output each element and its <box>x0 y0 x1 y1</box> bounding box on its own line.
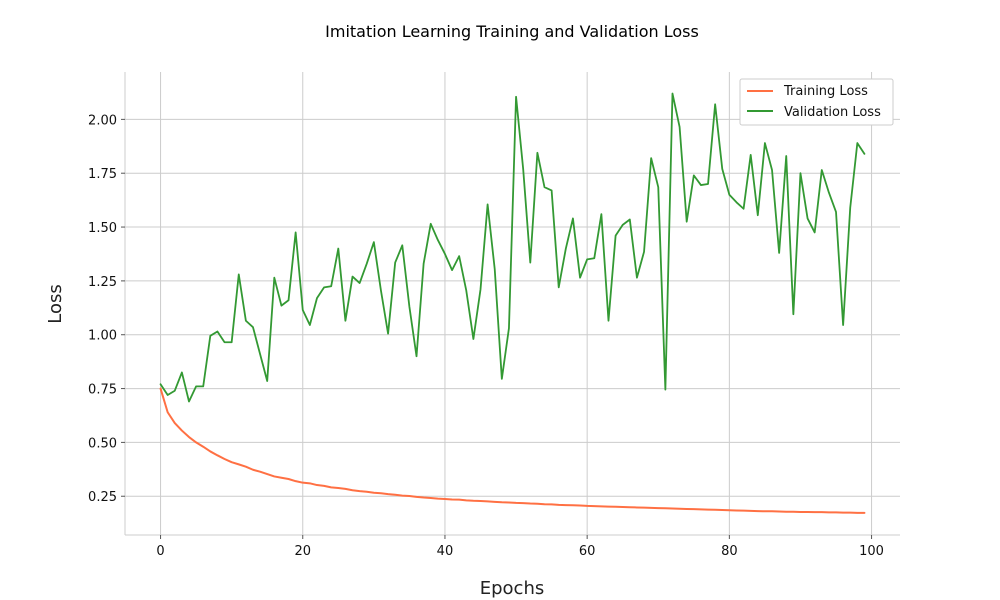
y-tick-label: 2.00 <box>88 113 117 128</box>
y-tick-label: 1.25 <box>88 275 117 290</box>
series-layer <box>159 92 866 514</box>
y-tick-label: 1.00 <box>88 329 117 344</box>
x-tick-label: 20 <box>294 544 311 559</box>
x-axis-label: Epochs <box>480 578 545 599</box>
legend-label-validation-loss: Validation Loss <box>784 105 881 120</box>
y-tick-label: 0.50 <box>88 436 117 451</box>
series-line-training-loss <box>159 387 866 514</box>
y-tick-label: 1.50 <box>88 221 117 236</box>
y-tick-label: 0.25 <box>88 490 117 505</box>
x-tick-label: 100 <box>859 544 884 559</box>
x-tick-label: 60 <box>579 544 596 559</box>
y-tick-label: 1.75 <box>88 167 117 182</box>
x-tick-label: 80 <box>721 544 738 559</box>
ticks-layer: 0 20 40 60 80 100 0.25 0.50 0.75 1.00 1.25 1.50 1.75… <box>88 113 884 559</box>
series-line-validation-loss <box>159 92 866 403</box>
axes-spines <box>124 72 900 536</box>
legend-label-training-loss: Training Loss <box>783 84 868 99</box>
legend-box <box>739 78 894 126</box>
x-tick-label: 0 <box>156 544 164 559</box>
legend: Training Loss Validation Loss <box>739 78 894 126</box>
x-tick-label: 40 <box>437 544 454 559</box>
y-axis-label: Loss <box>45 284 66 323</box>
chart-title: Imitation Learning Training and Validati… <box>325 22 699 41</box>
y-tick-label: 0.75 <box>88 383 117 398</box>
